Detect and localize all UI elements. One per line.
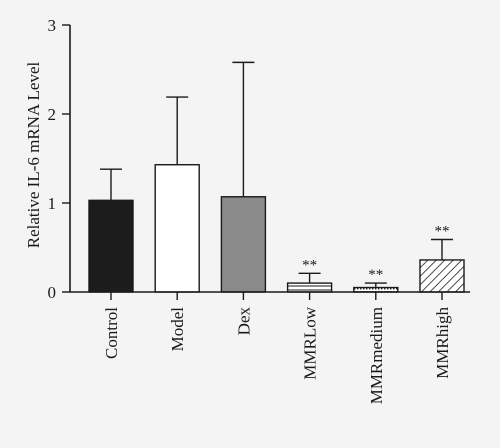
significance-label: **	[435, 223, 450, 239]
x-tick-label: MMRmedium	[367, 307, 386, 404]
y-tick-label: 3	[48, 16, 57, 35]
significance-label: **	[368, 267, 383, 283]
bar-mmrhigh	[419, 259, 465, 293]
significance-annotations: ** ** **	[302, 223, 449, 283]
y-tick-label: 1	[48, 194, 57, 213]
y-tick-label: 2	[48, 105, 57, 124]
x-axis: Control Model Dex MMRLow MMRmedium MMRhigh	[70, 291, 470, 404]
x-tick-label: Dex	[234, 307, 253, 336]
bar-model	[154, 164, 200, 293]
error-bars	[100, 61, 453, 288]
significance-label: **	[302, 257, 317, 273]
x-tick-label: MMRhigh	[433, 307, 452, 379]
bar-mmrlow	[286, 282, 333, 293]
y-axis: 0 1 2 3	[48, 16, 71, 302]
bars	[88, 164, 465, 293]
y-axis-label: Relative IL-6 mRNA Level	[24, 61, 43, 248]
bar-dex	[220, 196, 267, 293]
x-tick-label: Control	[102, 307, 121, 359]
x-tick-label: MMRLow	[301, 306, 320, 379]
bar-control	[88, 199, 134, 293]
x-tick-label: Model	[168, 307, 187, 352]
y-tick-label: 0	[48, 283, 57, 302]
